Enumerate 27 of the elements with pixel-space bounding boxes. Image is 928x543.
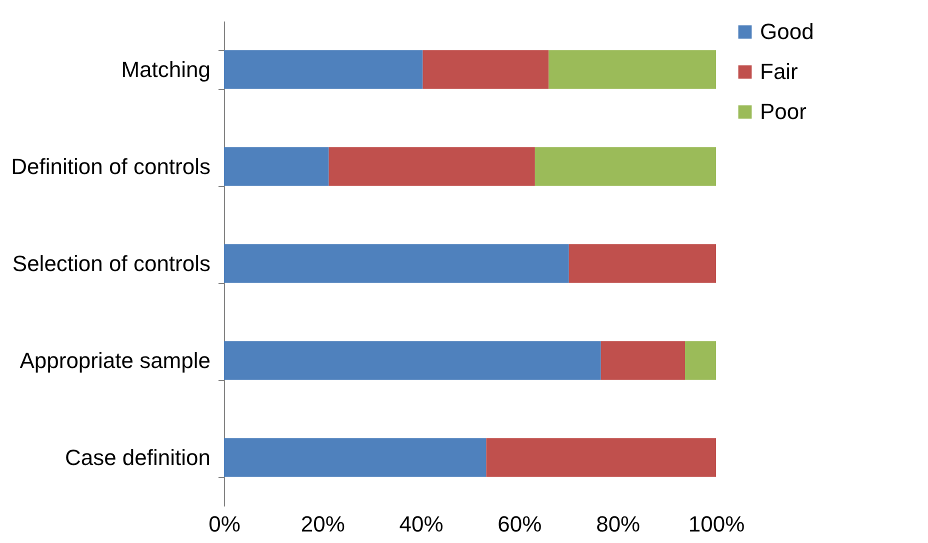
bar — [224, 438, 486, 477]
y-tick-label: Appropriate sample — [20, 348, 210, 373]
x-tick-label: 80% — [596, 512, 640, 536]
legend-label: Poor — [760, 99, 806, 124]
x-tick-label: 20% — [300, 512, 345, 536]
x-tick-label: 40% — [399, 512, 444, 536]
x-tick-label: 0% — [208, 512, 240, 536]
bar — [328, 147, 535, 186]
y-tick-label: Case definition — [64, 445, 210, 470]
bar — [534, 147, 716, 186]
y-tick-label: Selection of controls — [12, 251, 210, 276]
bar — [224, 50, 423, 89]
y-tick-label: Definition of controls — [11, 154, 210, 179]
bar — [548, 50, 716, 89]
bar — [600, 341, 686, 380]
bar — [568, 244, 716, 283]
y-tick-label: Matching — [121, 57, 210, 82]
x-tick-label: 100% — [688, 512, 745, 536]
x-tick-label: 60% — [498, 512, 542, 536]
bar — [422, 50, 549, 89]
bar — [224, 147, 329, 186]
bar — [486, 438, 716, 477]
bar — [224, 341, 601, 380]
legend-label: Good — [760, 19, 814, 44]
bar — [685, 341, 716, 380]
legend-label: Fair — [760, 59, 798, 84]
bar — [224, 244, 569, 283]
